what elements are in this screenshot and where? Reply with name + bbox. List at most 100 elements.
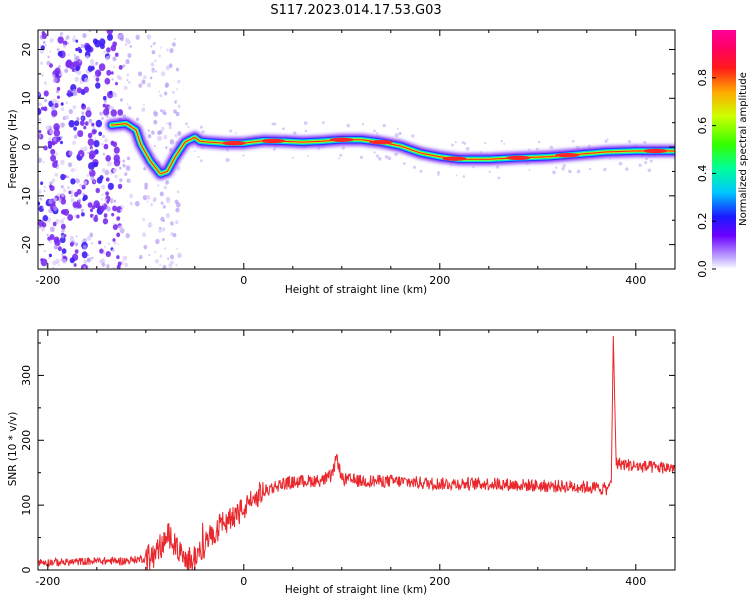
spectrogram-noise-point	[82, 32, 87, 39]
spectrogram-noise-point	[91, 256, 94, 260]
spectrogram-noise-point	[146, 82, 151, 88]
spectrogram-noise-point	[38, 92, 41, 96]
colorbar-ticks: 0.0 0.2 0.4 0.6 0.8	[696, 69, 716, 278]
spectrogram-halo-point	[561, 166, 565, 171]
spectrogram-noise-point	[104, 77, 111, 85]
spectrogram-halo-point	[571, 139, 575, 143]
spectrogram-ridge	[104, 116, 675, 181]
spectrogram-noise-point	[125, 59, 130, 65]
spectrogram-halo-point	[361, 123, 365, 126]
spectrogram-noise-point	[109, 90, 113, 95]
spectrogram-noise-point	[117, 243, 120, 246]
spectrogram-noise-point	[89, 208, 94, 213]
spectrogram-noise-point	[42, 206, 45, 209]
spectrogram-x-tick-label: 200	[429, 274, 450, 287]
spectrogram-noise-point	[75, 235, 78, 238]
spectrogram-noise-point	[49, 181, 53, 186]
spectrogram-halo-point	[644, 160, 648, 165]
spectrogram-halo-point	[412, 165, 416, 169]
spectrogram-noise-point	[69, 242, 74, 247]
spectrogram-noise-point	[137, 71, 143, 77]
spectrogram-noise-point	[112, 224, 118, 231]
spectrogram-noise-point	[72, 201, 79, 208]
spectrogram-x-axis-label: Height of straight line (km)	[285, 284, 427, 296]
spectrogram-noise-point	[60, 185, 64, 189]
spectrogram-noise-point	[100, 198, 103, 201]
spectrogram-noise-point	[118, 76, 123, 81]
spectrogram-noise-point	[150, 203, 153, 207]
spectrogram-halo-point	[375, 154, 379, 158]
spectrogram-noise-point	[49, 50, 52, 53]
spectrogram-noise-point	[127, 179, 132, 183]
spectrogram-noise-point	[176, 247, 179, 250]
spectrogram-noise-point	[158, 54, 161, 58]
spectrogram-noise-point	[48, 239, 52, 244]
spectrogram-noise-point	[62, 116, 67, 121]
spectrogram-noise-point	[87, 151, 90, 154]
spectrogram-peak-core	[506, 155, 531, 160]
spectrogram-noise-point	[159, 93, 163, 98]
spectrogram-noise-point	[147, 129, 150, 132]
spectrogram-halo-point	[472, 165, 475, 169]
spectrogram-noise-point	[61, 228, 65, 233]
spectrogram-noise-point	[38, 102, 42, 107]
spectrogram-noise-point	[165, 180, 169, 185]
spectrogram-noise-point	[112, 56, 117, 62]
spectrogram-noise-point	[95, 82, 101, 89]
spectrogram-noise-point	[122, 64, 126, 68]
spectrogram-halo-point	[199, 125, 203, 129]
spectrogram-noise-point	[165, 213, 171, 219]
spectrogram-noise-point	[73, 35, 76, 38]
spectrogram-noise-point	[111, 212, 115, 217]
spectrogram-noise-point	[76, 87, 82, 94]
spectrogram-noise-point	[154, 250, 157, 254]
spectrogram-noise-point	[93, 180, 96, 183]
spectrogram-halo-point	[503, 143, 506, 145]
spectrogram-noise-point	[83, 86, 90, 93]
spectrogram-noise-point	[83, 259, 88, 265]
spectrogram-noise-point	[41, 32, 48, 40]
spectrogram-noise-point	[94, 137, 97, 140]
spectrogram-halo-point	[398, 131, 402, 136]
spectrogram-noise-point	[40, 44, 43, 47]
spectrogram-noise-point	[138, 83, 143, 88]
spectrogram-noise-point	[118, 65, 123, 70]
spectrogram-halo-point	[291, 156, 294, 159]
spectrogram-halo-point	[338, 157, 341, 160]
spectrogram-halo-point	[396, 128, 399, 130]
spectrogram-noise-point	[62, 258, 67, 264]
spectrogram-noise-point	[177, 131, 182, 136]
spectrogram-noise-point	[123, 85, 128, 90]
spectrogram-noise-point	[112, 41, 117, 47]
colorbar-tick-label: 0.0	[696, 260, 709, 278]
spectrogram-halo-point	[618, 161, 623, 166]
spectrogram-noise-point	[60, 33, 63, 38]
spectrogram-halo-point	[341, 146, 345, 150]
spectrogram-noise-point	[53, 129, 61, 137]
spectrogram-noise-point	[91, 205, 96, 210]
spectrogram-noise-point	[175, 111, 180, 117]
spectrogram-noise-point	[59, 236, 66, 244]
spectrogram-noise-point	[101, 116, 104, 120]
spectrogram-noise-point	[119, 178, 123, 183]
spectrogram-noise-point	[113, 65, 116, 68]
snr-x-tick-label: 400	[625, 575, 646, 588]
spectrogram-noise-point	[113, 158, 121, 167]
spectrogram-noise-point	[65, 101, 68, 105]
spectrogram-peak-core	[222, 140, 246, 146]
spectrogram-halo-point	[185, 122, 188, 126]
spectrogram-noise-point	[124, 262, 128, 268]
spectrogram-noise-point	[99, 206, 105, 213]
spectrogram-halo-point	[451, 143, 454, 147]
spectrogram-noise-point	[125, 37, 130, 43]
spectrogram-noise-point	[127, 53, 132, 58]
spectrogram-noise-point	[164, 247, 167, 250]
spectrogram-noise-point	[88, 150, 96, 159]
spectrogram-noise-point	[176, 190, 180, 194]
spectrogram-noise-point	[106, 264, 110, 269]
spectrogram-halo-point	[625, 167, 629, 171]
spectrogram-noise-point	[160, 46, 162, 49]
spectrogram-noise-point	[170, 221, 174, 226]
spectrogram-noise-point	[87, 202, 93, 208]
spectrogram-halo-point	[500, 140, 503, 143]
